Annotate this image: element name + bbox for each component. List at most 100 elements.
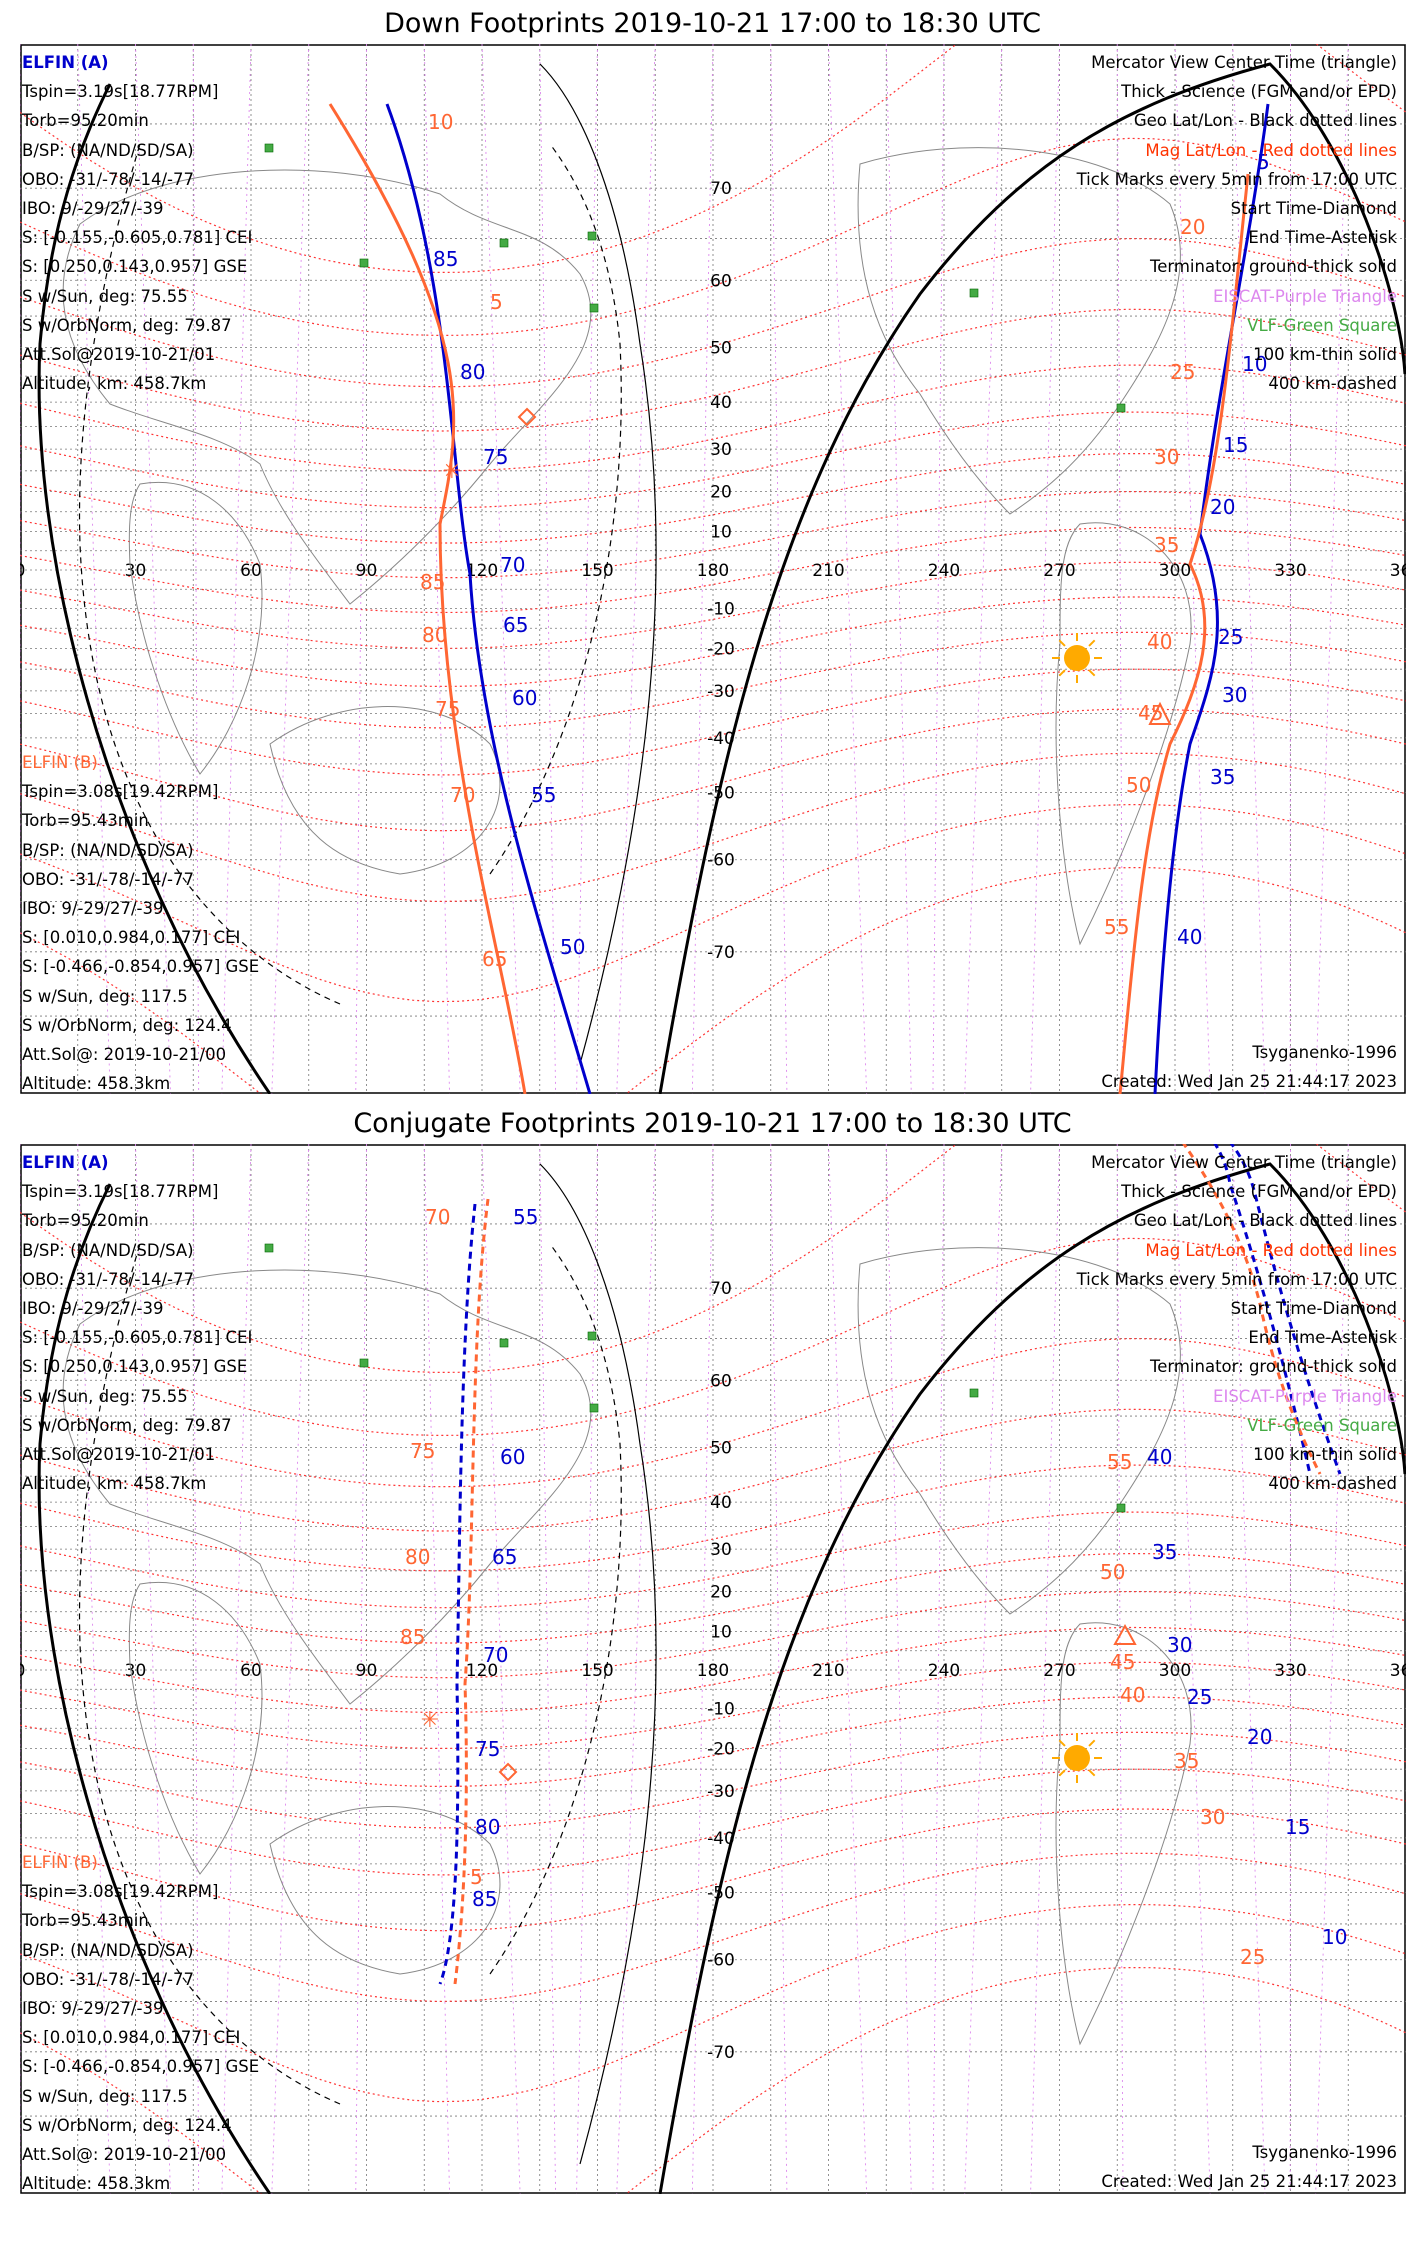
elfin-b-line: S w/OrbNorm, deg: 124.4: [22, 1015, 232, 1035]
mag-meridian: [1174, 1144, 1211, 2194]
elfin-a-tick-label: 55: [531, 783, 556, 807]
legend-item: End Time-Asterisk: [1248, 1328, 1397, 1348]
elfin-a-tick-label: 20: [1210, 495, 1235, 519]
lat-tick-label: -50: [707, 1883, 735, 1903]
lat-tick-label: 40: [710, 393, 732, 413]
elfin-a-line: IBO: 9/-29/27/-39: [22, 198, 164, 218]
elfin-b-line: S: [-0.466,-0.854,0.957] GSE: [22, 957, 260, 977]
mag-meridian: [828, 44, 868, 1094]
lat-tick-label: 10: [710, 522, 732, 542]
lon-tick-label: 60: [240, 1661, 262, 1681]
sun-ray: [1058, 669, 1066, 677]
lon-tick-label: 150: [581, 1661, 613, 1681]
elfin-a-line: OBO: -31/-78/-14/-77: [22, 169, 194, 189]
elfin-a-line: S w/OrbNorm, deg: 79.87: [22, 315, 232, 335]
mag-parallel: [20, 1408, 1406, 1532]
mag-parallel: [20, 308, 1406, 432]
elfin-a-line: Tspin=3.19s[18.77RPM]: [22, 82, 219, 102]
sun-icon: [1064, 1745, 1090, 1771]
terminator-west: [37, 83, 272, 1094]
legend-item: Mag Lat/Lon - Red dotted lines: [1145, 140, 1397, 160]
elfin-a-tick-label: 15: [1223, 433, 1248, 457]
end-asterisk: ✳: [443, 459, 461, 484]
elfin-b-line: B/SP: (NA/ND/SD/SA): [22, 1940, 194, 1960]
lon-tick-label: 210: [812, 1661, 844, 1681]
elfin-b-tick-label: 80: [405, 1545, 430, 1569]
lon-tick-label: 90: [356, 561, 378, 581]
mag-parallel: [20, 631, 1406, 729]
elfin-b-track-east: [1182, 1144, 1322, 1475]
lat-tick-label: -70: [707, 2043, 735, 2063]
mag-meridian: [271, 44, 310, 1094]
elfin-a-line: B/SP: (NA/ND/SD/SA): [22, 140, 194, 160]
mag-meridian: [616, 1144, 656, 2194]
mag-parallel: [20, 526, 1406, 614]
mag-parallel: [20, 44, 1406, 274]
elfin-a-line: S: [0.250,0.143,0.957] GSE: [22, 1357, 248, 1377]
elfin-b-line: Altitude: 458.3km: [22, 2174, 171, 2194]
mag-meridian: [192, 44, 200, 1094]
elfin-b-tick-label: 10: [428, 110, 453, 134]
elfin-a-tick-label: 30: [1167, 1633, 1192, 1657]
vlf-square: [264, 143, 274, 153]
mag-meridian: [77, 44, 111, 1094]
elfin-b-tick-label: 75: [435, 697, 460, 721]
mag-meridian: [770, 44, 788, 1094]
mag-meridian: [1232, 44, 1266, 1094]
mag-meridian: [885, 44, 912, 1094]
elfin-a-track-east: [1213, 1144, 1312, 1475]
mag-parallel: [20, 803, 1406, 1003]
sun-icon: [1064, 645, 1090, 671]
elfin-b-line: Torb=95.43min: [22, 1911, 149, 1931]
mag-meridian: [616, 44, 656, 1094]
mag-meridian: [576, 1144, 598, 2194]
terminator-100km: [539, 1163, 657, 2165]
lat-tick-label: 60: [710, 1371, 732, 1391]
elfin-a-tick-label: 5: [1257, 150, 1270, 174]
mag-parallel: [20, 1144, 1406, 1374]
elfin-a-line: S: [-0.155,-0.605,0.781] CEI: [22, 1328, 253, 1348]
elfin-a-tick-label: 75: [475, 1737, 500, 1761]
elfin-b-header: ELFIN (B): [22, 1853, 98, 1872]
elfin-a-tick-label: 85: [472, 1887, 497, 1911]
elfin-b-track-west: [453, 1198, 490, 1985]
footer-model-down: Tsyganenko-1996: [1252, 1043, 1397, 1062]
elfin-b-info-conj: ELFIN (B) Tspin=3.08s[19.42RPM] Torb=95.…: [22, 1848, 259, 2198]
mag-meridian: [77, 1144, 111, 2194]
mag-parallel: [20, 1661, 1406, 1750]
down-footprints-title: Down Footprints 2019-10-21 17:00 to 18:3…: [384, 8, 1041, 39]
mag-parallel: [20, 668, 1406, 776]
elfin-a-line: Altitude, km: 458.7km: [22, 374, 207, 394]
elfin-b-line: B/SP: (NA/ND/SD/SA): [22, 840, 194, 860]
legend-item: Mercator View Center Time (triangle): [1091, 53, 1397, 72]
elfin-a-tick-label: 60: [512, 686, 537, 710]
legend-item: Tick Marks every 5min from 17:00 UTC: [1076, 169, 1397, 189]
mag-meridian: [355, 1144, 367, 2194]
lat-tick-label: 70: [710, 179, 732, 199]
start-diamond: [498, 1762, 518, 1782]
lat-tick-label: -50: [707, 783, 735, 803]
mag-parallel: [20, 1768, 1406, 1876]
mag-meridian: [1174, 44, 1211, 1094]
elfin-b-tick-label: 70: [450, 783, 475, 807]
elfin-b-tick-label: 45: [1110, 1650, 1135, 1674]
sun-ray: [1088, 639, 1096, 647]
elfin-a-tick-label: 25: [1187, 1685, 1212, 1709]
end-asterisk: ✳: [421, 1708, 439, 1733]
legend-down: Mercator View Center Time (triangle) Thi…: [1077, 48, 1397, 398]
elfin-b-tick-label: 30: [1200, 1805, 1225, 1829]
conjugate-footprints-title: Conjugate Footprints 2019-10-21 17:00 to…: [353, 1108, 1072, 1139]
mag-parallel: [20, 1852, 1406, 2003]
coastline: [62, 169, 592, 605]
lon-tick-label: 270: [1043, 561, 1075, 581]
mag-parallel: [20, 752, 1406, 903]
elfin-a-line: S w/OrbNorm, deg: 79.87: [22, 1415, 232, 1435]
terminator-400km-east: [489, 1243, 622, 1975]
elfin-b-line: S: [0.010,0.984,0.177] CEI: [22, 2028, 241, 2048]
legend-item: Mercator View Center Time (triangle): [1091, 1153, 1397, 1172]
elfin-a-line: Altitude, km: 458.7km: [22, 1474, 207, 1494]
mag-meridian: [691, 44, 714, 1094]
elfin-a-line: Att.Sol@2019-10-21/01: [22, 1444, 216, 1464]
mag-meridian: [932, 44, 945, 1094]
mag-parallel: [20, 866, 1406, 1094]
